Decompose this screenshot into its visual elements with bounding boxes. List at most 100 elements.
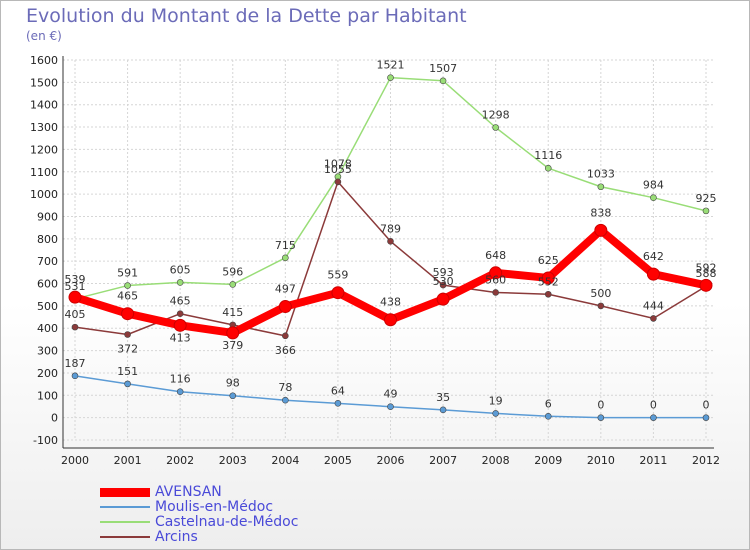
data-point [650, 315, 657, 322]
data-point [544, 164, 552, 172]
data-label: 588 [696, 267, 717, 280]
x-tick-label: 2003 [219, 454, 247, 467]
data-point [489, 266, 503, 280]
y-tick-label: -100 [33, 434, 58, 447]
y-tick-label: 1500 [30, 76, 58, 89]
data-label: 35 [436, 391, 450, 404]
data-point [384, 313, 397, 327]
data-label: 552 [538, 275, 559, 288]
chart-unit-label: (en €) [26, 29, 62, 43]
data-point [699, 278, 713, 292]
legend-swatch [100, 506, 150, 508]
data-label: 593 [433, 266, 454, 279]
data-label: 648 [485, 249, 506, 262]
data-label: 0 [650, 399, 657, 412]
data-label: 1055 [324, 163, 352, 176]
data-point [646, 267, 660, 281]
data-label: 116 [170, 373, 191, 386]
data-point [68, 290, 82, 304]
data-point [492, 124, 499, 131]
data-label: 592 [696, 261, 717, 274]
data-point [176, 279, 184, 286]
data-point [650, 414, 657, 421]
data-label: 19 [489, 394, 503, 407]
y-tick-label: 700 [37, 255, 58, 268]
data-label: 465 [170, 295, 191, 308]
data-point [282, 254, 289, 262]
data-label: 789 [380, 222, 401, 235]
data-point [226, 326, 240, 340]
x-tick-label: 2002 [166, 454, 194, 467]
x-tick-label: 2001 [114, 454, 142, 467]
data-point [544, 413, 552, 420]
data-point [597, 302, 605, 310]
data-label: 838 [590, 206, 611, 219]
data-point [173, 318, 187, 332]
data-point [702, 207, 710, 215]
data-point [282, 396, 289, 404]
chart-title: Evolution du Montant de la Dette par Hab… [26, 5, 467, 27]
data-point [597, 183, 605, 191]
data-label: 465 [117, 290, 138, 303]
data-point [334, 400, 342, 407]
legend-item: Arcins [100, 530, 298, 545]
y-tick-label: 0 [51, 412, 58, 425]
data-point [597, 414, 605, 421]
data-label: 6 [545, 397, 552, 410]
x-axis-ticks: 2000 2001 2002 2003 2004 2005 2006 2007 2008 2009… [61, 454, 720, 467]
legend-swatch [100, 487, 150, 497]
data-label: 1078 [324, 158, 352, 171]
data-label: 642 [643, 250, 664, 263]
data-point [121, 307, 135, 321]
data-label: 415 [222, 306, 243, 319]
data-point [71, 372, 79, 380]
x-tick-label: 2004 [271, 454, 299, 467]
data-label: 438 [380, 296, 401, 309]
y-tick-label: 500 [37, 300, 58, 313]
data-point [282, 332, 289, 340]
x-tick-label: 2000 [61, 454, 89, 467]
y-tick-label: 1300 [30, 121, 58, 134]
data-label: 559 [327, 269, 348, 282]
data-point [544, 290, 552, 298]
legend-label: Arcins [155, 529, 198, 545]
data-point [492, 410, 499, 417]
x-tick-label: 2007 [429, 454, 457, 467]
data-point [439, 77, 447, 85]
y-tick-label: 800 [37, 233, 58, 246]
legend: AVENSAN Moulis-en-Médoc Castelnau-de-Médoc… [100, 485, 298, 545]
data-point [387, 237, 394, 245]
data-label: 539 [65, 273, 86, 286]
data-label: 591 [117, 267, 138, 280]
data-label: 560 [485, 273, 506, 286]
y-axis-ticks: 1600150014001300120011001000900800700600… [30, 54, 58, 447]
y-tick-label: 600 [37, 278, 58, 291]
data-label: 715 [275, 239, 296, 252]
data-label: 366 [275, 344, 296, 357]
legend-item: Castelnau-de-Médoc [100, 515, 298, 530]
data-point [124, 380, 131, 388]
data-label: 64 [331, 384, 345, 397]
data-label: 372 [117, 342, 138, 355]
data-point [176, 310, 184, 318]
data-label: 1507 [429, 62, 457, 75]
data-label: 444 [643, 299, 664, 312]
data-label: 49 [384, 388, 398, 401]
data-label: 379 [222, 339, 243, 352]
data-label: 531 [65, 280, 86, 293]
data-point [439, 406, 447, 414]
data-point [124, 282, 131, 289]
x-tick-label: 2010 [587, 454, 615, 467]
data-point [229, 281, 237, 288]
data-point [176, 388, 184, 396]
data-label: 1033 [587, 168, 615, 181]
data-label: 405 [65, 308, 86, 321]
series-layer [68, 74, 713, 421]
y-tick-label: 300 [37, 345, 58, 358]
data-label: 530 [433, 275, 454, 288]
y-tick-label: 1100 [30, 166, 58, 179]
legend-swatch [100, 521, 150, 523]
data-point [387, 403, 394, 410]
legend-label: Castelnau-de-Médoc [155, 514, 299, 530]
